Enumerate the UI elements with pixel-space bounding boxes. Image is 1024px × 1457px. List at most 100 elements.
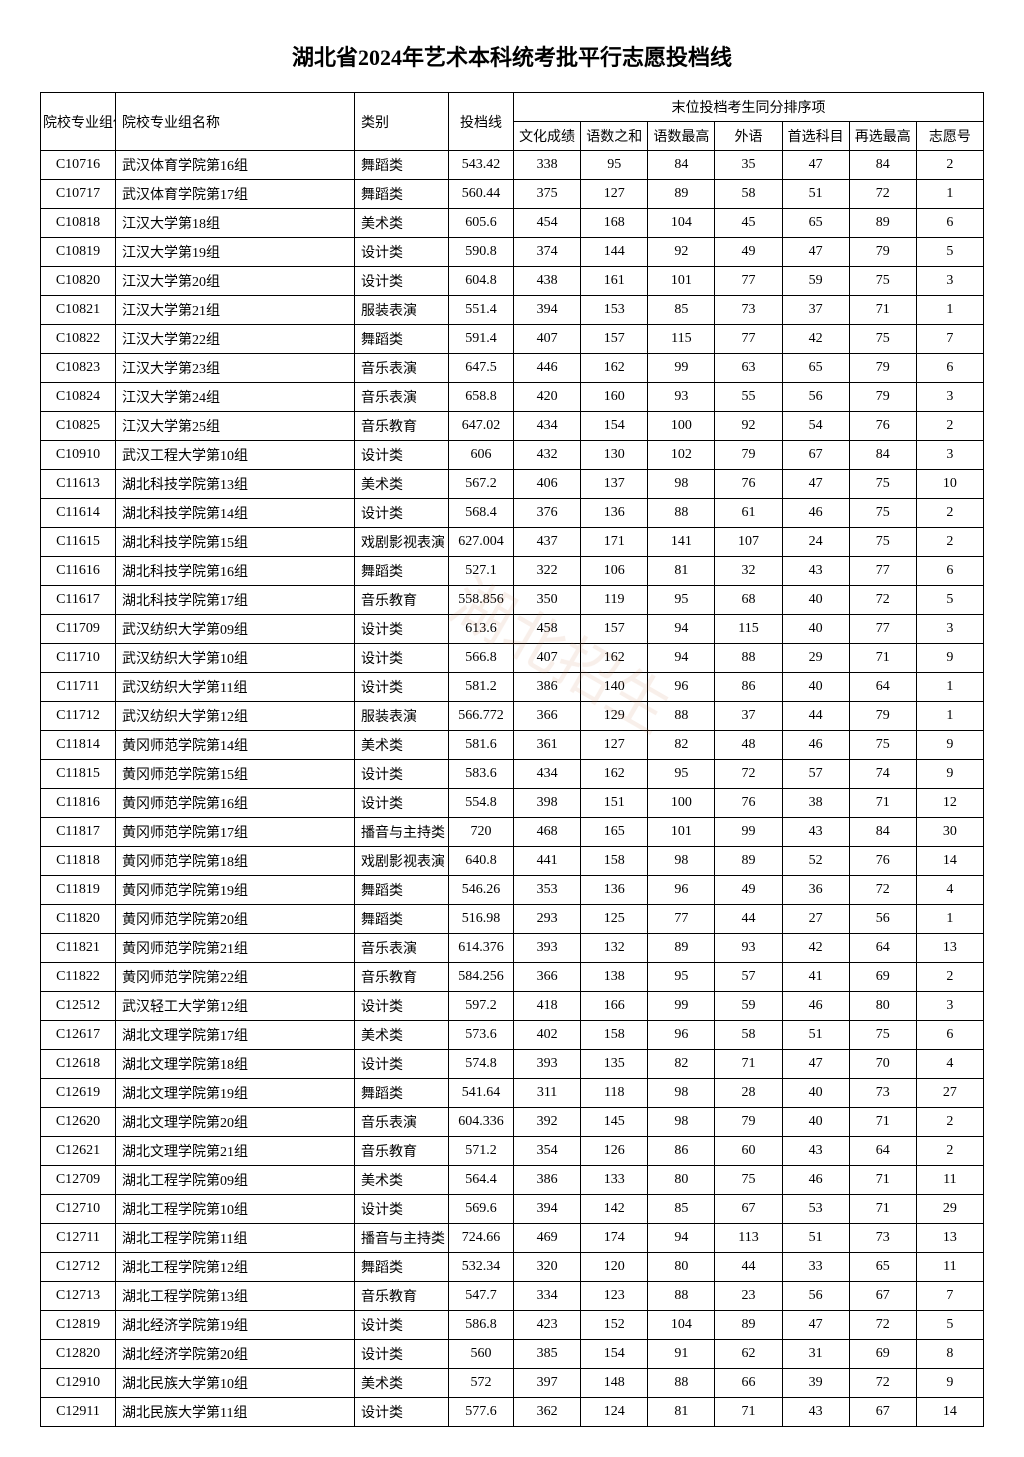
cell-score: 586.8 bbox=[449, 1311, 514, 1340]
cell-s6: 1 bbox=[916, 180, 983, 209]
cell-s6: 2 bbox=[916, 528, 983, 557]
cell-s4: 47 bbox=[782, 238, 849, 267]
cell-score: 647.5 bbox=[449, 354, 514, 383]
cell-s1: 125 bbox=[581, 905, 648, 934]
cell-s3: 107 bbox=[715, 528, 782, 557]
cell-category: 音乐教育 bbox=[355, 1137, 449, 1166]
cell-s4: 47 bbox=[782, 151, 849, 180]
cell-s1: 157 bbox=[581, 615, 648, 644]
cell-s4: 43 bbox=[782, 1137, 849, 1166]
cell-name: 湖北科技学院第17组 bbox=[116, 586, 355, 615]
cell-s3: 32 bbox=[715, 557, 782, 586]
cell-name: 湖北工程学院第13组 bbox=[116, 1282, 355, 1311]
cell-s5: 76 bbox=[849, 847, 916, 876]
cell-s4: 56 bbox=[782, 383, 849, 412]
cell-s4: 47 bbox=[782, 470, 849, 499]
cell-s2: 93 bbox=[648, 383, 715, 412]
cell-score: 640.8 bbox=[449, 847, 514, 876]
cell-name: 武汉纺织大学第09组 bbox=[116, 615, 355, 644]
cell-s5: 71 bbox=[849, 296, 916, 325]
cell-s5: 80 bbox=[849, 992, 916, 1021]
cell-score: 584.256 bbox=[449, 963, 514, 992]
cell-wh: 338 bbox=[514, 151, 581, 180]
cell-s5: 75 bbox=[849, 528, 916, 557]
cell-code: C12711 bbox=[41, 1224, 116, 1253]
cell-wh: 468 bbox=[514, 818, 581, 847]
cell-s6: 2 bbox=[916, 963, 983, 992]
table-row: C11821黄冈师范学院第21组音乐表演614.3763931328993426… bbox=[41, 934, 984, 963]
table-row: C10821江汉大学第21组服装表演551.4394153857337711 bbox=[41, 296, 984, 325]
cell-s6: 2 bbox=[916, 151, 983, 180]
cell-s6: 11 bbox=[916, 1166, 983, 1195]
cell-s5: 79 bbox=[849, 702, 916, 731]
cell-name: 江汉大学第22组 bbox=[116, 325, 355, 354]
cell-s4: 29 bbox=[782, 644, 849, 673]
cell-name: 江汉大学第18组 bbox=[116, 209, 355, 238]
cell-score: 566.772 bbox=[449, 702, 514, 731]
cell-s2: 101 bbox=[648, 267, 715, 296]
cell-s6: 1 bbox=[916, 702, 983, 731]
table-row: C12819湖北经济学院第19组设计类586.84231521048947725 bbox=[41, 1311, 984, 1340]
cell-category: 美术类 bbox=[355, 470, 449, 499]
cell-s5: 76 bbox=[849, 412, 916, 441]
table-row: C11615湖北科技学院第15组戏剧影视表演627.00443717114110… bbox=[41, 528, 984, 557]
cell-s4: 39 bbox=[782, 1369, 849, 1398]
cell-s5: 72 bbox=[849, 1369, 916, 1398]
cell-s6: 30 bbox=[916, 818, 983, 847]
cell-s4: 67 bbox=[782, 441, 849, 470]
cell-s4: 43 bbox=[782, 818, 849, 847]
cell-s6: 10 bbox=[916, 470, 983, 499]
cell-name: 湖北科技学院第13组 bbox=[116, 470, 355, 499]
cell-code: C12512 bbox=[41, 992, 116, 1021]
cell-name: 湖北工程学院第09组 bbox=[116, 1166, 355, 1195]
cell-category: 设计类 bbox=[355, 499, 449, 528]
cell-code: C10716 bbox=[41, 151, 116, 180]
cell-code: C12820 bbox=[41, 1340, 116, 1369]
cell-code: C11709 bbox=[41, 615, 116, 644]
cell-code: C12712 bbox=[41, 1253, 116, 1282]
cell-s3: 48 bbox=[715, 731, 782, 760]
cell-s3: 58 bbox=[715, 1021, 782, 1050]
cell-score: 571.2 bbox=[449, 1137, 514, 1166]
cell-s4: 52 bbox=[782, 847, 849, 876]
cell-code: C11817 bbox=[41, 818, 116, 847]
cell-s1: 171 bbox=[581, 528, 648, 557]
cell-s6: 27 bbox=[916, 1079, 983, 1108]
cell-s5: 71 bbox=[849, 1108, 916, 1137]
cell-wh: 393 bbox=[514, 934, 581, 963]
cell-score: 573.6 bbox=[449, 1021, 514, 1050]
cell-name: 湖北民族大学第10组 bbox=[116, 1369, 355, 1398]
cell-s3: 77 bbox=[715, 267, 782, 296]
cell-s2: 96 bbox=[648, 1021, 715, 1050]
cell-s5: 73 bbox=[849, 1224, 916, 1253]
cell-s5: 71 bbox=[849, 789, 916, 818]
cell-category: 服装表演 bbox=[355, 702, 449, 731]
cell-s6: 8 bbox=[916, 1340, 983, 1369]
table-row: C12619湖北文理学院第19组舞蹈类541.64311118982840732… bbox=[41, 1079, 984, 1108]
cell-s5: 89 bbox=[849, 209, 916, 238]
cell-s4: 40 bbox=[782, 586, 849, 615]
cell-category: 播音与主持类 bbox=[355, 1224, 449, 1253]
cell-code: C12617 bbox=[41, 1021, 116, 1050]
th-code: 院校专业组代号 bbox=[41, 93, 116, 151]
cell-s2: 94 bbox=[648, 1224, 715, 1253]
cell-s5: 71 bbox=[849, 1166, 916, 1195]
cell-s6: 6 bbox=[916, 209, 983, 238]
cell-s6: 2 bbox=[916, 1137, 983, 1166]
cell-name: 黄冈师范学院第15组 bbox=[116, 760, 355, 789]
cell-s5: 84 bbox=[849, 441, 916, 470]
cell-s3: 35 bbox=[715, 151, 782, 180]
cell-s2: 100 bbox=[648, 412, 715, 441]
cell-s3: 37 bbox=[715, 702, 782, 731]
cell-s5: 67 bbox=[849, 1398, 916, 1427]
cell-s4: 27 bbox=[782, 905, 849, 934]
table-row: C12709湖北工程学院第09组美术类564.43861338075467111 bbox=[41, 1166, 984, 1195]
cell-wh: 366 bbox=[514, 702, 581, 731]
cell-wh: 350 bbox=[514, 586, 581, 615]
table-row: C11816黄冈师范学院第16组设计类554.83981511007638711… bbox=[41, 789, 984, 818]
cell-name: 江汉大学第24组 bbox=[116, 383, 355, 412]
cell-score: 554.8 bbox=[449, 789, 514, 818]
table-row: C11819黄冈师范学院第19组舞蹈类546.26353136964936724 bbox=[41, 876, 984, 905]
cell-s4: 40 bbox=[782, 1108, 849, 1137]
cell-score: 572 bbox=[449, 1369, 514, 1398]
